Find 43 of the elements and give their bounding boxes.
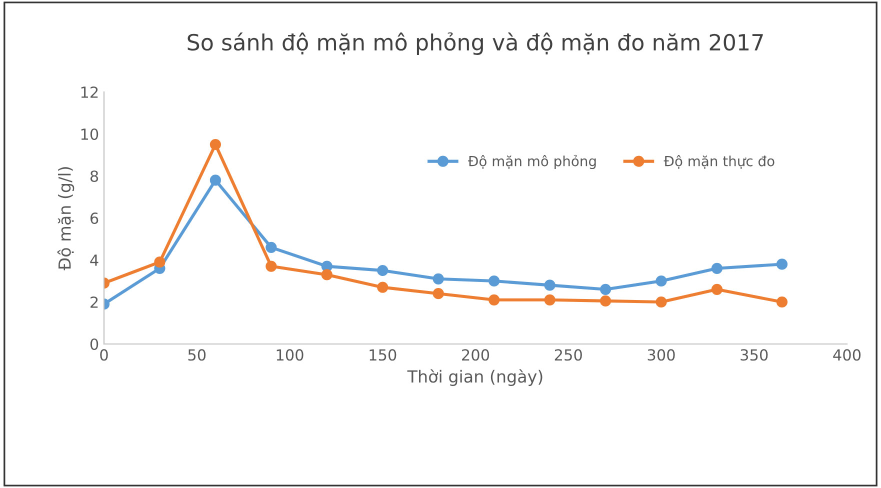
point: [776, 296, 788, 308]
point: [544, 280, 556, 291]
point: [432, 288, 444, 300]
point: [544, 294, 556, 306]
point: [711, 284, 723, 295]
point: [600, 284, 612, 295]
point: [656, 275, 667, 287]
point: [154, 256, 166, 268]
y-tick-label: 0: [90, 338, 98, 350]
y-tick-label: 10: [81, 128, 98, 140]
x-tick-label: 300: [648, 349, 675, 361]
chart-title: So sánh độ mặn mô phỏng và độ mặn đo năm 2017: [188, 32, 763, 55]
point: [377, 264, 388, 276]
point: [711, 262, 723, 274]
x-tick-label: 150: [370, 349, 396, 361]
legend-label: Độ mặn thực đo: [664, 155, 774, 169]
x-tick-label: 100: [276, 349, 304, 361]
point: [776, 258, 788, 270]
x-tick-label: 0: [100, 349, 108, 361]
y-tick-label: 2: [90, 296, 98, 308]
point: [488, 275, 500, 287]
point: [321, 269, 332, 280]
x-tick-label: 250: [554, 349, 582, 361]
point: [488, 294, 500, 306]
point: [432, 273, 444, 284]
x-axis-title: Thời gian (ngày): [407, 369, 542, 386]
point: [266, 260, 277, 272]
point: [210, 174, 222, 186]
y-tick-label: 12: [81, 86, 98, 98]
x-tick-label: 50: [188, 349, 206, 361]
point: [656, 296, 667, 308]
x-tick-label: 350: [740, 349, 768, 361]
y-tick-label: 4: [90, 254, 98, 266]
point: [210, 138, 222, 150]
x-tick-label: 400: [833, 349, 861, 361]
point: [600, 295, 612, 307]
y-axis-title: Độ mặn (g/l): [57, 167, 74, 270]
point: [266, 242, 277, 253]
y-tick-label: 8: [90, 170, 98, 182]
point: [377, 282, 388, 293]
x-tick-label: 200: [462, 349, 490, 361]
legend-label: Độ mặn mô phỏng: [468, 154, 596, 170]
y-tick-label: 6: [90, 212, 98, 224]
